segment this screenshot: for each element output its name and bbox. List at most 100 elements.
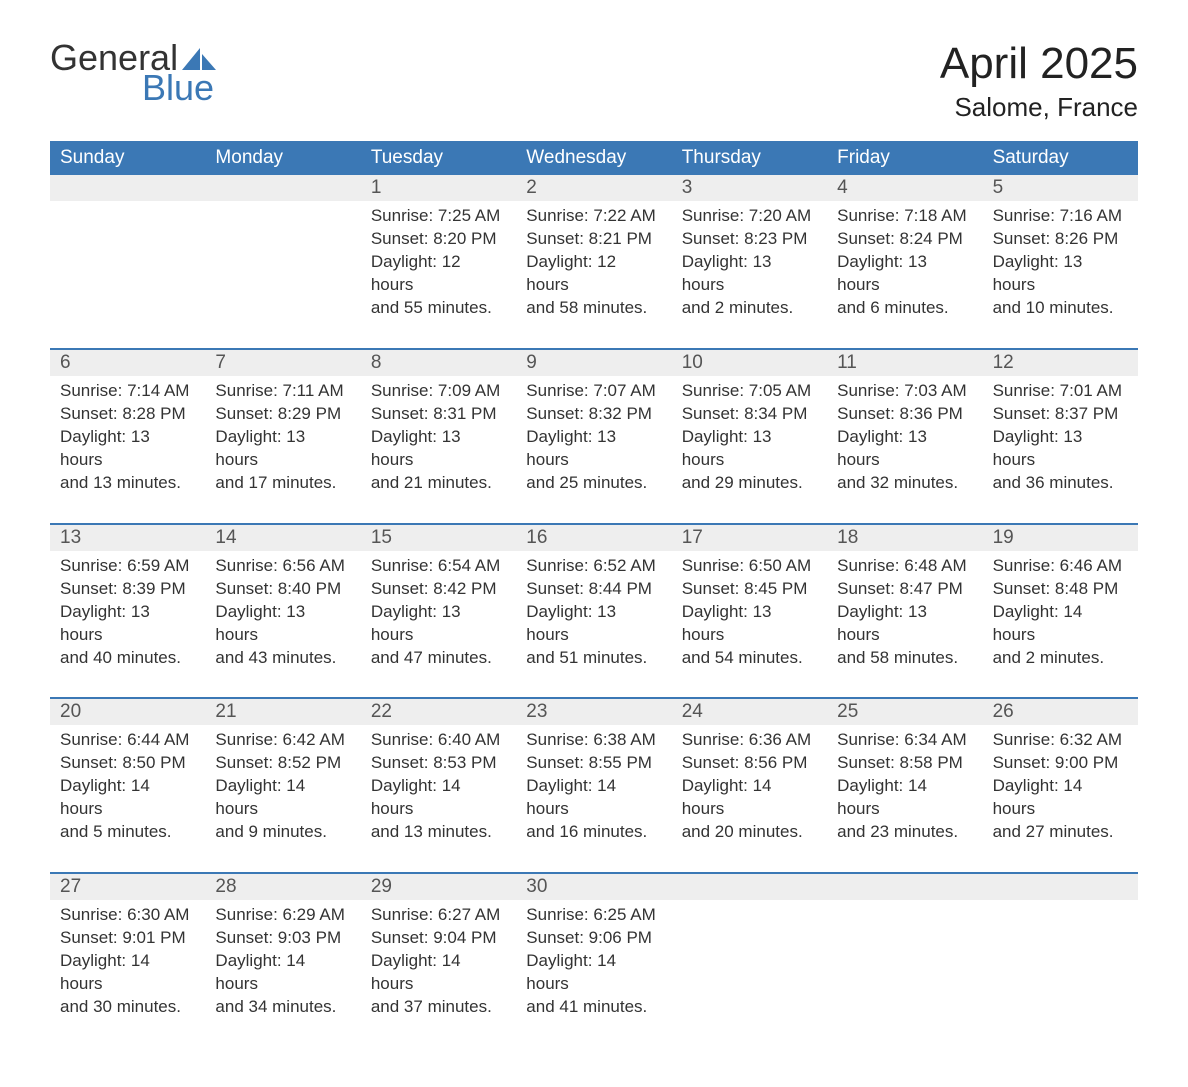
calendar-cell [983, 900, 1138, 1047]
calendar-week: 6789101112Sunrise: 7:14 AMSunset: 8:28 P… [50, 348, 1138, 523]
calendar-cell: Sunrise: 6:56 AMSunset: 8:40 PMDaylight:… [205, 551, 360, 698]
cell-line: Sunrise: 6:27 AM [371, 904, 506, 927]
cell-line: and 27 minutes. [993, 821, 1128, 844]
cell-line: Sunset: 8:47 PM [837, 578, 972, 601]
calendar-cell: Sunrise: 6:27 AMSunset: 9:04 PMDaylight:… [361, 900, 516, 1047]
cell-line: and 58 minutes. [526, 297, 661, 320]
calendar-cell: Sunrise: 6:46 AMSunset: 8:48 PMDaylight:… [983, 551, 1138, 698]
cell-line: Sunrise: 7:01 AM [993, 380, 1128, 403]
calendar-cell: Sunrise: 6:48 AMSunset: 8:47 PMDaylight:… [827, 551, 982, 698]
calendar-cell [205, 201, 360, 348]
calendar-cell: Sunrise: 6:38 AMSunset: 8:55 PMDaylight:… [516, 725, 671, 872]
cell-line: and 47 minutes. [371, 647, 506, 670]
cell-line: Daylight: 13 hours [682, 601, 817, 647]
cell-line: Sunset: 8:23 PM [682, 228, 817, 251]
cell-line: and 41 minutes. [526, 996, 661, 1019]
cell-line: Sunset: 8:37 PM [993, 403, 1128, 426]
cell-line: and 36 minutes. [993, 472, 1128, 495]
cell-line: Sunset: 9:03 PM [215, 927, 350, 950]
cell-line: Sunrise: 7:11 AM [215, 380, 350, 403]
weekday-header: Monday [205, 141, 360, 175]
cell-line: Daylight: 13 hours [837, 251, 972, 297]
cell-line: Sunset: 8:34 PM [682, 403, 817, 426]
month-title: April 2025 [940, 40, 1138, 88]
cell-line: and 16 minutes. [526, 821, 661, 844]
cell-line: Daylight: 13 hours [60, 601, 195, 647]
day-number: 6 [50, 350, 205, 376]
day-number [827, 874, 982, 900]
day-number: 24 [672, 699, 827, 725]
cell-line: and 37 minutes. [371, 996, 506, 1019]
day-number-strip: 13141516171819 [50, 525, 1138, 551]
calendar-cell: Sunrise: 6:42 AMSunset: 8:52 PMDaylight:… [205, 725, 360, 872]
cell-line: Sunrise: 7:07 AM [526, 380, 661, 403]
day-number: 2 [516, 175, 671, 201]
logo: General Blue [50, 40, 216, 106]
cell-line: and 17 minutes. [215, 472, 350, 495]
cell-line: Daylight: 13 hours [371, 426, 506, 472]
cell-line: Sunset: 8:20 PM [371, 228, 506, 251]
day-number: 18 [827, 525, 982, 551]
cell-line: Sunset: 8:28 PM [60, 403, 195, 426]
cell-line: Sunrise: 6:52 AM [526, 555, 661, 578]
cell-line: Daylight: 13 hours [837, 426, 972, 472]
cell-line: Daylight: 12 hours [371, 251, 506, 297]
day-number: 16 [516, 525, 671, 551]
cell-line: Sunrise: 6:50 AM [682, 555, 817, 578]
weekday-header: Wednesday [516, 141, 671, 175]
cell-line: Daylight: 14 hours [60, 775, 195, 821]
cell-line: Daylight: 14 hours [993, 775, 1128, 821]
day-number: 4 [827, 175, 982, 201]
logo-word2: Blue [142, 70, 216, 106]
day-number [205, 175, 360, 201]
calendar-cell: Sunrise: 7:18 AMSunset: 8:24 PMDaylight:… [827, 201, 982, 348]
cell-line: and 13 minutes. [371, 821, 506, 844]
calendar-cell: Sunrise: 6:44 AMSunset: 8:50 PMDaylight:… [50, 725, 205, 872]
cell-line: and 23 minutes. [837, 821, 972, 844]
cell-line: Sunset: 8:29 PM [215, 403, 350, 426]
calendar-cell: Sunrise: 6:25 AMSunset: 9:06 PMDaylight:… [516, 900, 671, 1047]
day-number: 9 [516, 350, 671, 376]
cell-line: Daylight: 14 hours [215, 950, 350, 996]
day-number-strip: 12345 [50, 175, 1138, 201]
day-number: 23 [516, 699, 671, 725]
cell-line: Sunrise: 6:56 AM [215, 555, 350, 578]
cell-line: Sunset: 8:21 PM [526, 228, 661, 251]
location-label: Salome, France [940, 92, 1138, 123]
calendar-cell: Sunrise: 7:25 AMSunset: 8:20 PMDaylight:… [361, 201, 516, 348]
cell-line: Sunrise: 7:03 AM [837, 380, 972, 403]
weekday-header: Saturday [983, 141, 1138, 175]
cell-line: Daylight: 13 hours [993, 251, 1128, 297]
calendar-cell: Sunrise: 6:50 AMSunset: 8:45 PMDaylight:… [672, 551, 827, 698]
calendar-cell: Sunrise: 7:20 AMSunset: 8:23 PMDaylight:… [672, 201, 827, 348]
cell-line: and 6 minutes. [837, 297, 972, 320]
day-number: 10 [672, 350, 827, 376]
day-number-strip: 6789101112 [50, 350, 1138, 376]
cell-line: Daylight: 14 hours [682, 775, 817, 821]
day-number: 25 [827, 699, 982, 725]
weekday-header: Tuesday [361, 141, 516, 175]
day-number: 22 [361, 699, 516, 725]
cell-line: Sunrise: 6:32 AM [993, 729, 1128, 752]
day-number: 21 [205, 699, 360, 725]
cell-line: Sunset: 8:36 PM [837, 403, 972, 426]
calendar-cell: Sunrise: 7:11 AMSunset: 8:29 PMDaylight:… [205, 376, 360, 523]
cell-line: Sunrise: 7:25 AM [371, 205, 506, 228]
cell-line: Sunrise: 6:34 AM [837, 729, 972, 752]
calendar-cell: Sunrise: 7:01 AMSunset: 8:37 PMDaylight:… [983, 376, 1138, 523]
cell-line: Sunset: 8:55 PM [526, 752, 661, 775]
day-number [983, 874, 1138, 900]
cell-line: Sunrise: 7:20 AM [682, 205, 817, 228]
cell-line: Sunrise: 6:36 AM [682, 729, 817, 752]
day-number: 17 [672, 525, 827, 551]
cell-line: Daylight: 14 hours [60, 950, 195, 996]
day-number: 12 [983, 350, 1138, 376]
cell-line: Daylight: 14 hours [215, 775, 350, 821]
cell-line: and 51 minutes. [526, 647, 661, 670]
cell-line: and 25 minutes. [526, 472, 661, 495]
cell-line: Sunrise: 6:40 AM [371, 729, 506, 752]
cell-line: Daylight: 13 hours [682, 251, 817, 297]
day-number: 26 [983, 699, 1138, 725]
cell-line: and 30 minutes. [60, 996, 195, 1019]
cell-line: Sunrise: 6:48 AM [837, 555, 972, 578]
